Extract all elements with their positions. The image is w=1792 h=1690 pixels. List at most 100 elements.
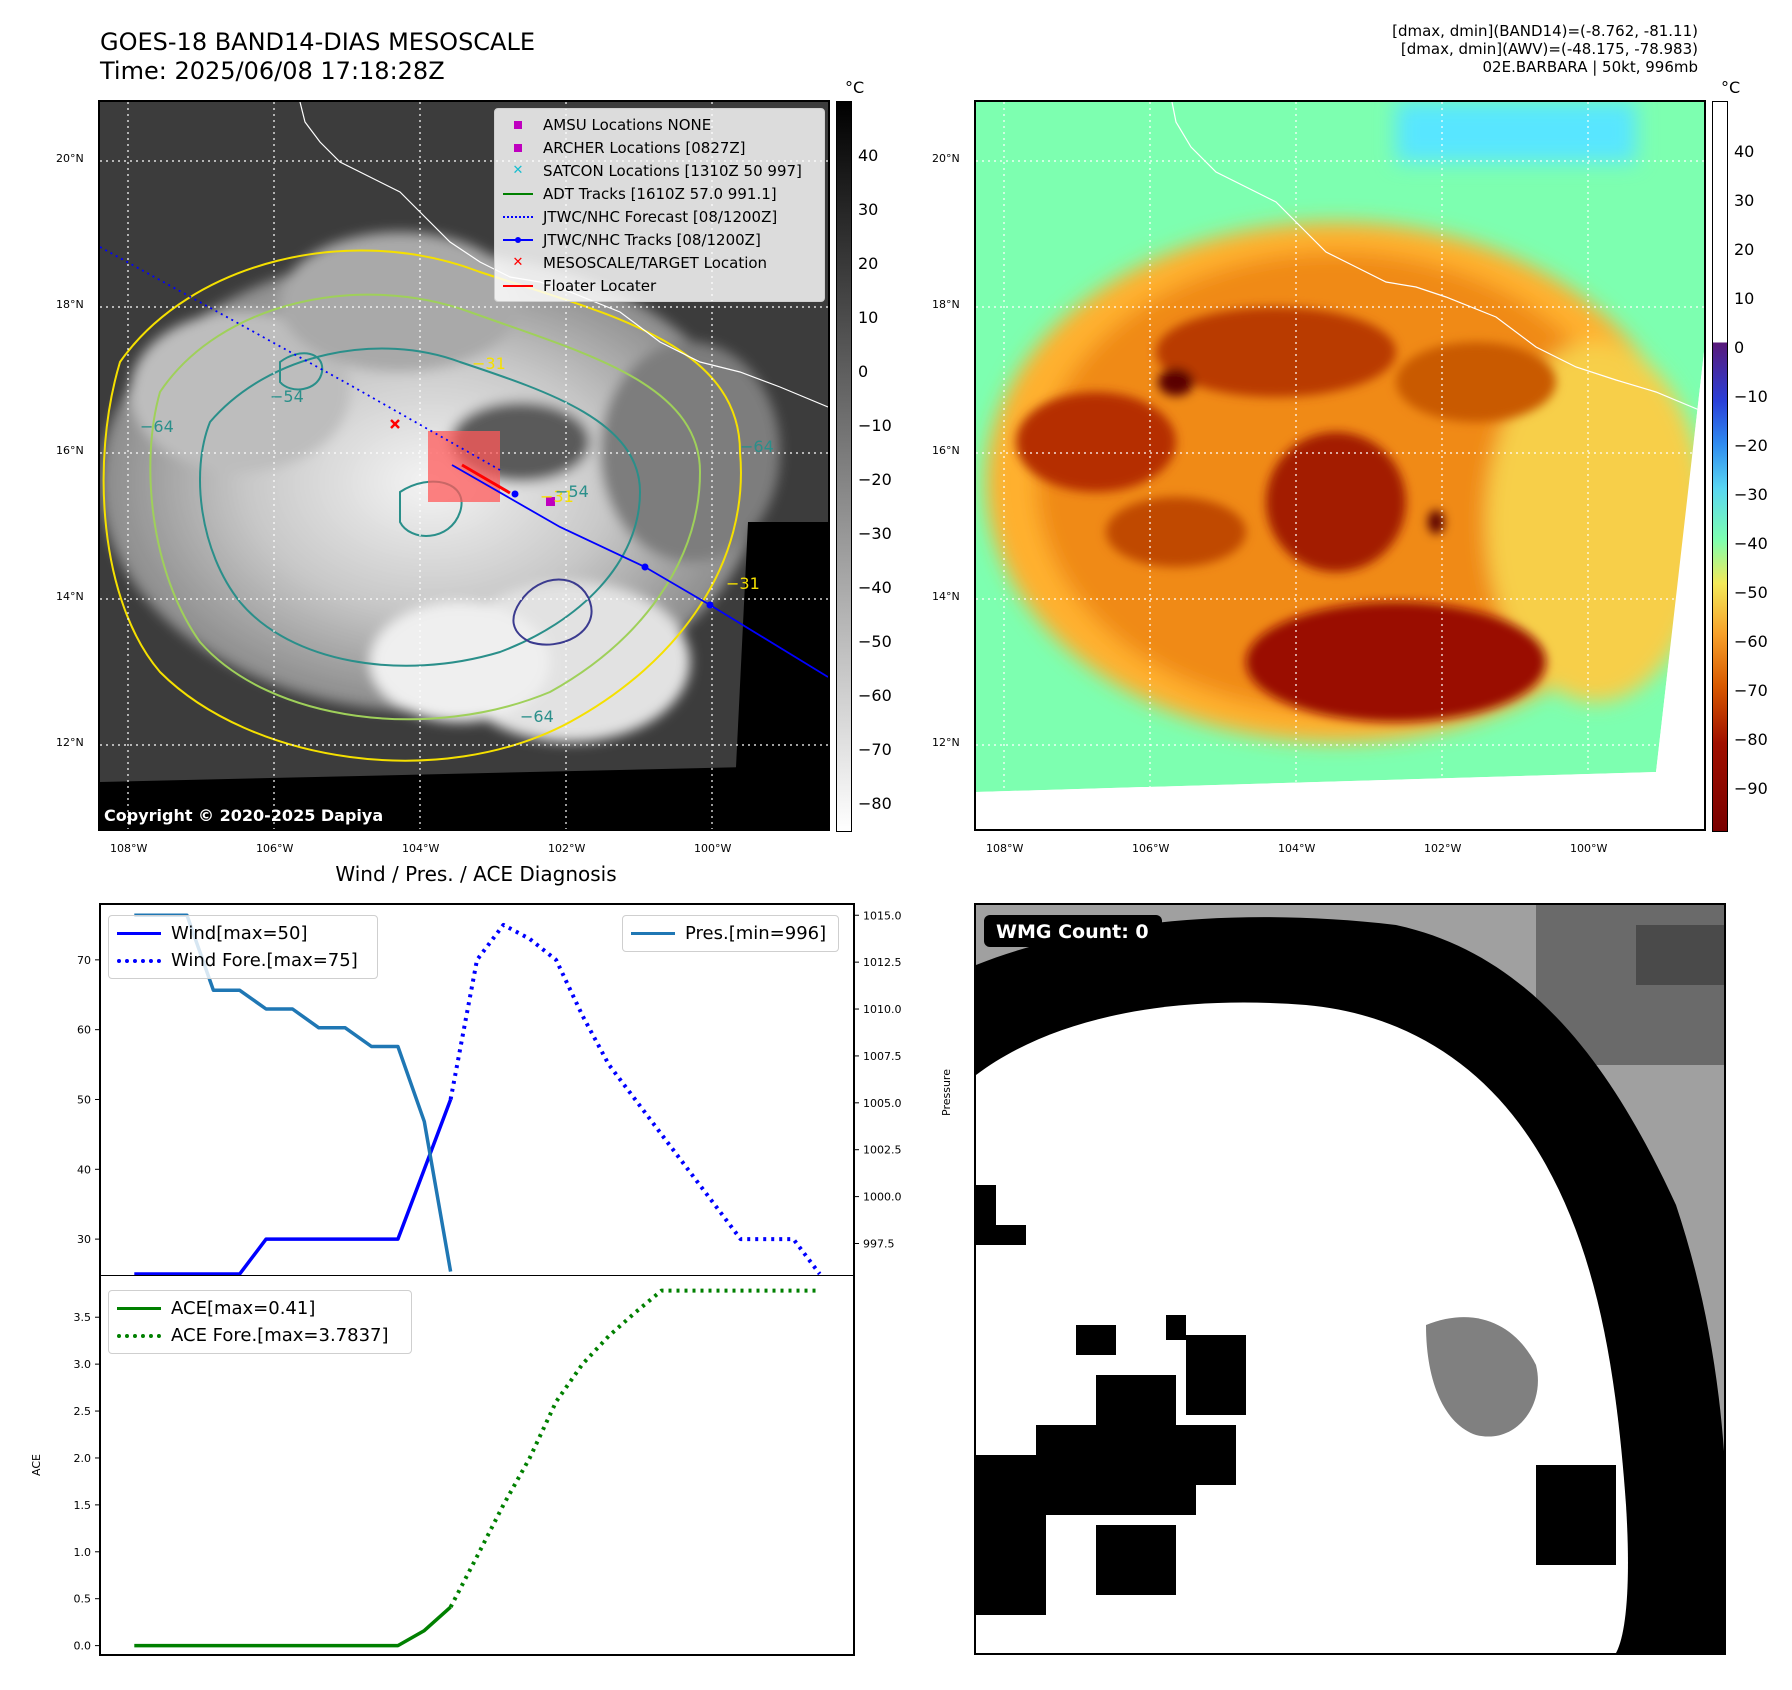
lon-label: 106°W bbox=[1132, 842, 1169, 855]
contour-label: −31 bbox=[726, 574, 760, 593]
ace-legend: ACE[max=0.41] ACE Fore.[max=3.7837] bbox=[108, 1290, 412, 1354]
legend-item-tracks: JTWC/NHC Tracks [08/1200Z] bbox=[503, 228, 816, 251]
colorbar-tick-label: −20 bbox=[858, 470, 892, 489]
colorbar-tick-label: −50 bbox=[858, 632, 892, 651]
colorbar-tick-label: −40 bbox=[858, 578, 892, 597]
pressure-legend: Pres.[min=996] bbox=[622, 915, 839, 952]
colorbar-tick-label: 10 bbox=[858, 308, 878, 327]
colorbar-tick-label: 20 bbox=[858, 254, 878, 273]
y-tick-label: 40 bbox=[77, 1163, 91, 1176]
lat-label: 14°N bbox=[932, 590, 960, 603]
lon-label: 100°W bbox=[694, 842, 731, 855]
colorbar-tick-label: −50 bbox=[1734, 583, 1768, 602]
colorbar-tick-label: 30 bbox=[858, 200, 878, 219]
y-tick-label: 3.0 bbox=[74, 1358, 92, 1371]
y-right-tick-label: 1012.5 bbox=[863, 956, 902, 969]
info-awv-range: [dmax, dmin](AWV)=(-48.175, -78.983) bbox=[1392, 40, 1698, 58]
legend-item-wind: Wind[max=50] bbox=[117, 920, 369, 947]
lon-label: 100°W bbox=[1570, 842, 1607, 855]
contour-label: −64 bbox=[140, 417, 174, 436]
wmg-panel: WMG Count: 0 bbox=[974, 903, 1726, 1655]
lat-label: 12°N bbox=[932, 736, 960, 749]
colorbar-tick-label: −20 bbox=[1734, 436, 1768, 455]
colorbar-tick-label: −10 bbox=[1734, 387, 1768, 406]
lon-label: 108°W bbox=[110, 842, 147, 855]
colorbar-tick-label: 30 bbox=[1734, 191, 1754, 210]
lat-label: 16°N bbox=[932, 444, 960, 457]
y-right-tick-label: 1007.5 bbox=[863, 1050, 902, 1063]
colorbar-tick-label: −30 bbox=[858, 524, 892, 543]
y-tick-label: 0.5 bbox=[74, 1593, 92, 1606]
y-tick-label: 3.5 bbox=[74, 1311, 92, 1324]
colorbar-tick-label: 40 bbox=[858, 146, 878, 165]
lon-label: 104°W bbox=[402, 842, 439, 855]
diagnosis-chart-title: Wind / Pres. / ACE Diagnosis bbox=[98, 862, 854, 886]
contour-label: −64 bbox=[520, 707, 554, 726]
awv-map-panel bbox=[974, 100, 1706, 831]
title-line-time: Time: 2025/06/08 17:18:28Z bbox=[100, 57, 535, 86]
lon-label: 108°W bbox=[986, 842, 1023, 855]
legend-item-ace-forecast: ACE Fore.[max=3.7837] bbox=[117, 1322, 403, 1349]
legend-item-pressure: Pres.[min=996] bbox=[631, 920, 830, 947]
ir-map-legend: AMSU Locations NONE ARCHER Locations [08… bbox=[494, 108, 825, 302]
wmg-count-label: WMG Count: 0 bbox=[996, 921, 1149, 943]
colorbar-tick-label: 20 bbox=[1734, 240, 1754, 259]
legend-item-satcon: ✕ SATCON Locations [1310Z 50 997] bbox=[503, 159, 816, 182]
y-tick-label: 30 bbox=[77, 1233, 91, 1246]
contour-label: −54 bbox=[555, 482, 589, 501]
y-right-tick-label: 1005.0 bbox=[863, 1097, 902, 1110]
contour-label: −31 bbox=[472, 354, 506, 373]
colorbar-tick-label: −40 bbox=[1734, 534, 1768, 553]
lon-label: 102°W bbox=[548, 842, 585, 855]
y-right-tick-label: 1015.0 bbox=[863, 909, 902, 922]
lat-label: 16°N bbox=[56, 444, 84, 457]
legend-item-wind-forecast: Wind Fore.[max=75] bbox=[117, 947, 369, 974]
colorbar-tick-label: −80 bbox=[858, 794, 892, 813]
ir-map-panel: −31 −31 −31 −64 −64 −54 −54 −64 Copyrigh… bbox=[98, 100, 830, 831]
legend-item-forecast: JTWC/NHC Forecast [08/1200Z] bbox=[503, 205, 816, 228]
lat-label: 12°N bbox=[56, 736, 84, 749]
storm-info: [dmax, dmin](BAND14)=(-8.762, -81.11) [d… bbox=[1392, 22, 1698, 76]
y-tick-label: 1.5 bbox=[74, 1499, 92, 1512]
contour-label: −54 bbox=[270, 387, 304, 406]
legend-item-archer: ARCHER Locations [0827Z] bbox=[503, 136, 816, 159]
lat-label: 14°N bbox=[56, 590, 84, 603]
colorbar-tick-label: −70 bbox=[858, 740, 892, 759]
legend-item-target: ✕ MESOSCALE/TARGET Location bbox=[503, 251, 816, 274]
lon-label: 102°W bbox=[1424, 842, 1461, 855]
y-tick-label: 60 bbox=[77, 1024, 91, 1037]
colorbar-tick-label: −10 bbox=[858, 416, 892, 435]
lat-label: 20°N bbox=[56, 152, 84, 165]
legend-item-floater: Floater Locater bbox=[503, 274, 816, 297]
y-right-tick-label: 1010.0 bbox=[863, 1003, 902, 1016]
colorbar-tick-label: −60 bbox=[1734, 632, 1768, 651]
legend-item-adt: ADT Tracks [1610Z 57.0 991.1] bbox=[503, 182, 816, 205]
lat-label: 20°N bbox=[932, 152, 960, 165]
colorbar-tick-label: 0 bbox=[1734, 338, 1744, 357]
colorbar-tick-label: −90 bbox=[1734, 779, 1768, 798]
colorbar-tick-label: 0 bbox=[858, 362, 868, 381]
y-right-tick-label: 997.5 bbox=[863, 1237, 895, 1250]
lon-label: 106°W bbox=[256, 842, 293, 855]
y-tick-label: 2.5 bbox=[74, 1405, 92, 1418]
y-tick-label: 70 bbox=[77, 954, 91, 967]
copyright-label: Copyright © 2020-2025 Dapiya bbox=[104, 806, 383, 825]
lat-label: 18°N bbox=[56, 298, 84, 311]
awv-map-image bbox=[976, 102, 1704, 829]
figure-title: GOES-18 BAND14-DIAS MESOSCALE Time: 2025… bbox=[100, 28, 535, 86]
y-axis-label: ACE bbox=[30, 1454, 43, 1476]
ir-colorbar-unit: °C bbox=[845, 78, 864, 97]
lon-label: 104°W bbox=[1278, 842, 1315, 855]
legend-item-amsu: AMSU Locations NONE bbox=[503, 113, 816, 136]
title-line-satellite: GOES-18 BAND14-DIAS MESOSCALE bbox=[100, 28, 535, 57]
colorbar-tick-label: 40 bbox=[1734, 142, 1754, 161]
y-tick-label: 50 bbox=[77, 1093, 91, 1106]
info-band14-range: [dmax, dmin](BAND14)=(-8.762, -81.11) bbox=[1392, 22, 1698, 40]
y-tick-label: 0.0 bbox=[74, 1640, 92, 1653]
ir-colorbar bbox=[836, 101, 852, 832]
awv-colorbar-unit: °C bbox=[1721, 78, 1740, 97]
wmg-image: WMG Count: 0 bbox=[976, 905, 1724, 1653]
colorbar-tick-label: −60 bbox=[858, 686, 892, 705]
lat-label: 18°N bbox=[932, 298, 960, 311]
awv-colorbar bbox=[1712, 101, 1728, 832]
